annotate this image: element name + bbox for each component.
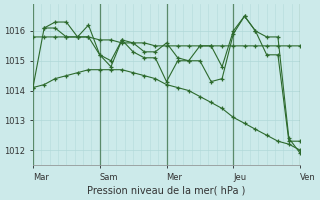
X-axis label: Pression niveau de la mer( hPa ): Pression niveau de la mer( hPa ): [87, 186, 246, 196]
